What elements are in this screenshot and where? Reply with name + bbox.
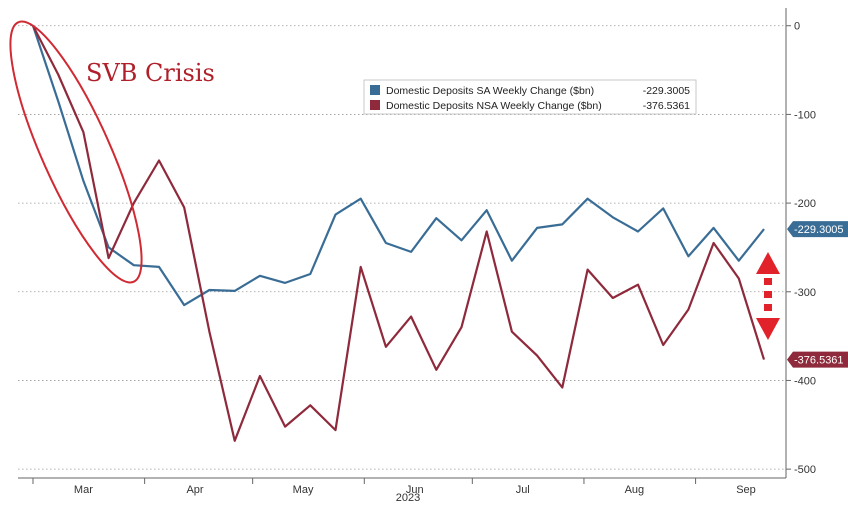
last-value-flag-nsa-shape xyxy=(787,351,848,368)
series-line-sa xyxy=(31,25,765,307)
last-value-flag-sa: -229.3005 xyxy=(787,221,848,238)
legend-swatch-nsa xyxy=(370,100,380,110)
x-tick-label: Sep xyxy=(736,484,756,496)
x-tick-label: Jun xyxy=(406,484,424,496)
gap-arrow-down-head xyxy=(756,318,780,340)
y-axis-ticks: 0 -100 -200 -300 -400 -500 xyxy=(786,21,816,476)
gap-arrow-dash xyxy=(764,304,772,311)
gap-arrow-dash xyxy=(764,278,772,285)
x-tick-label: Jul xyxy=(516,484,530,496)
x-axis-year-label: 2023 xyxy=(396,492,420,504)
legend-label-sa: Domestic Deposits SA Weekly Change ($bn) xyxy=(386,85,594,97)
legend-value-nsa: -376.5361 xyxy=(643,100,690,112)
legend-box xyxy=(363,79,697,115)
y-tick-label: -400 xyxy=(794,375,816,387)
legend: Domestic Deposits SA Weekly Change ($bn)… xyxy=(363,79,697,115)
svb-annotation: SVB Crisis xyxy=(9,20,215,284)
last-value-flag-sa-shape xyxy=(787,221,848,238)
gap-arrow-up-head xyxy=(756,252,780,274)
last-value-flag-nsa-text: -376.5361 xyxy=(794,355,844,367)
last-value-flag-nsa: -376.5361 xyxy=(787,351,848,368)
gap-arrow xyxy=(756,252,780,340)
y-tick-label: -100 xyxy=(794,109,816,121)
y-tick-label: -200 xyxy=(794,198,816,210)
x-tick-label: Apr xyxy=(186,484,203,496)
x-tick-label: Mar xyxy=(74,484,93,496)
legend-swatch-sa xyxy=(370,85,380,95)
last-value-flag-sa-text: -229.3005 xyxy=(794,224,844,236)
x-tick-label: May xyxy=(293,484,314,496)
x-axis-ticks: Mar Apr May Jun Jul Aug Sep xyxy=(32,478,756,496)
x-tick-label: Aug xyxy=(625,484,645,496)
series-line-nsa xyxy=(32,25,766,442)
y-tick-label: -500 xyxy=(794,464,816,476)
gap-arrow-dash xyxy=(764,291,772,298)
legend-label-nsa: Domestic Deposits NSA Weekly Change ($bn… xyxy=(386,100,602,112)
series-layer xyxy=(31,25,766,442)
y-tick-label: 0 xyxy=(794,21,800,33)
svb-ellipse xyxy=(9,20,143,284)
gridlines xyxy=(18,25,786,470)
y-tick-label: -300 xyxy=(794,287,816,299)
svb-crisis-label: SVB Crisis xyxy=(86,59,215,87)
legend-value-sa: -229.3005 xyxy=(643,85,690,97)
